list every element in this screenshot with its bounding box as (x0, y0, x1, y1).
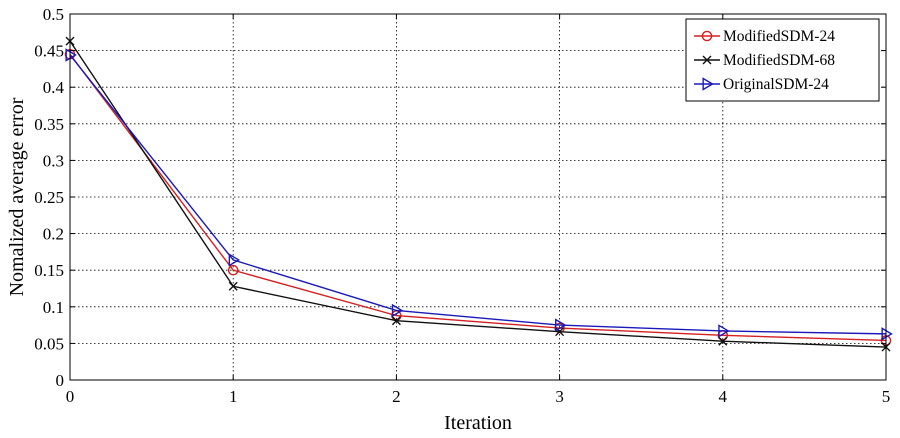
series-OriginalSDM-24 (65, 48, 893, 341)
y-tick-label: 0.3 (43, 151, 64, 170)
data-point-marker (391, 316, 401, 326)
legend-entry: ModifiedSDM-24 (694, 28, 835, 45)
y-tick-label: 0.05 (34, 334, 64, 353)
legend-label: ModifiedSDM-24 (723, 28, 835, 45)
x-tick-label: 4 (719, 387, 728, 406)
y-tick-label: 0 (56, 371, 65, 390)
y-tick-label: 0.4 (43, 78, 65, 97)
x-tick-label: 0 (66, 387, 75, 406)
legend-label: ModifiedSDM-68 (723, 52, 835, 69)
x-axis-ticks: 0 1 2 3 4 5 (66, 14, 891, 406)
legend-swatch-marker (702, 55, 712, 65)
legend-swatch-marker (702, 77, 714, 91)
data-point-marker (718, 336, 728, 346)
data-point-marker (227, 264, 239, 276)
y-tick-label: 0.5 (43, 5, 64, 24)
x-tick-label: 1 (229, 387, 238, 406)
legend-swatch-marker (701, 30, 713, 42)
y-tick-label: 0.25 (34, 188, 64, 207)
legend-label: OriginalSDM-24 (723, 76, 829, 93)
y-axis-title: Nomalized average error (6, 97, 28, 296)
data-point-marker (555, 327, 565, 337)
x-tick-label: 5 (882, 387, 891, 406)
y-tick-label: 0.35 (34, 115, 64, 134)
y-tick-label: 0.45 (34, 42, 64, 61)
data-point-marker (228, 281, 238, 291)
series-line (69, 53, 887, 342)
series-line (69, 54, 887, 335)
y-axis-ticks: 0 0.05 0.1 0.15 0.2 0.25 0.3 0.35 0.4 0.45 0.5 (34, 5, 886, 390)
y-tick-label: 0.15 (34, 261, 64, 280)
data-point-marker (391, 303, 404, 318)
data-point-marker (65, 48, 77, 62)
y-tick-label: 0.1 (43, 298, 64, 317)
series-layer (64, 36, 893, 352)
data-point-marker (228, 253, 241, 267)
x-axis-title: Iteration (444, 412, 512, 434)
x-tick-label: 2 (392, 387, 401, 406)
legend-entry: ModifiedSDM-68 (694, 52, 835, 69)
data-point-marker (881, 327, 893, 341)
x-tick-label: 3 (555, 387, 564, 406)
data-point-marker (718, 324, 730, 338)
data-point-marker (555, 318, 567, 332)
legend: ModifiedSDM-24 ModifiedSDM-68 OriginalSDM-… (685, 18, 880, 102)
legend-entry: OriginalSDM-24 (694, 76, 829, 93)
y-tick-label: 0.2 (43, 225, 64, 244)
series-line (69, 40, 887, 348)
